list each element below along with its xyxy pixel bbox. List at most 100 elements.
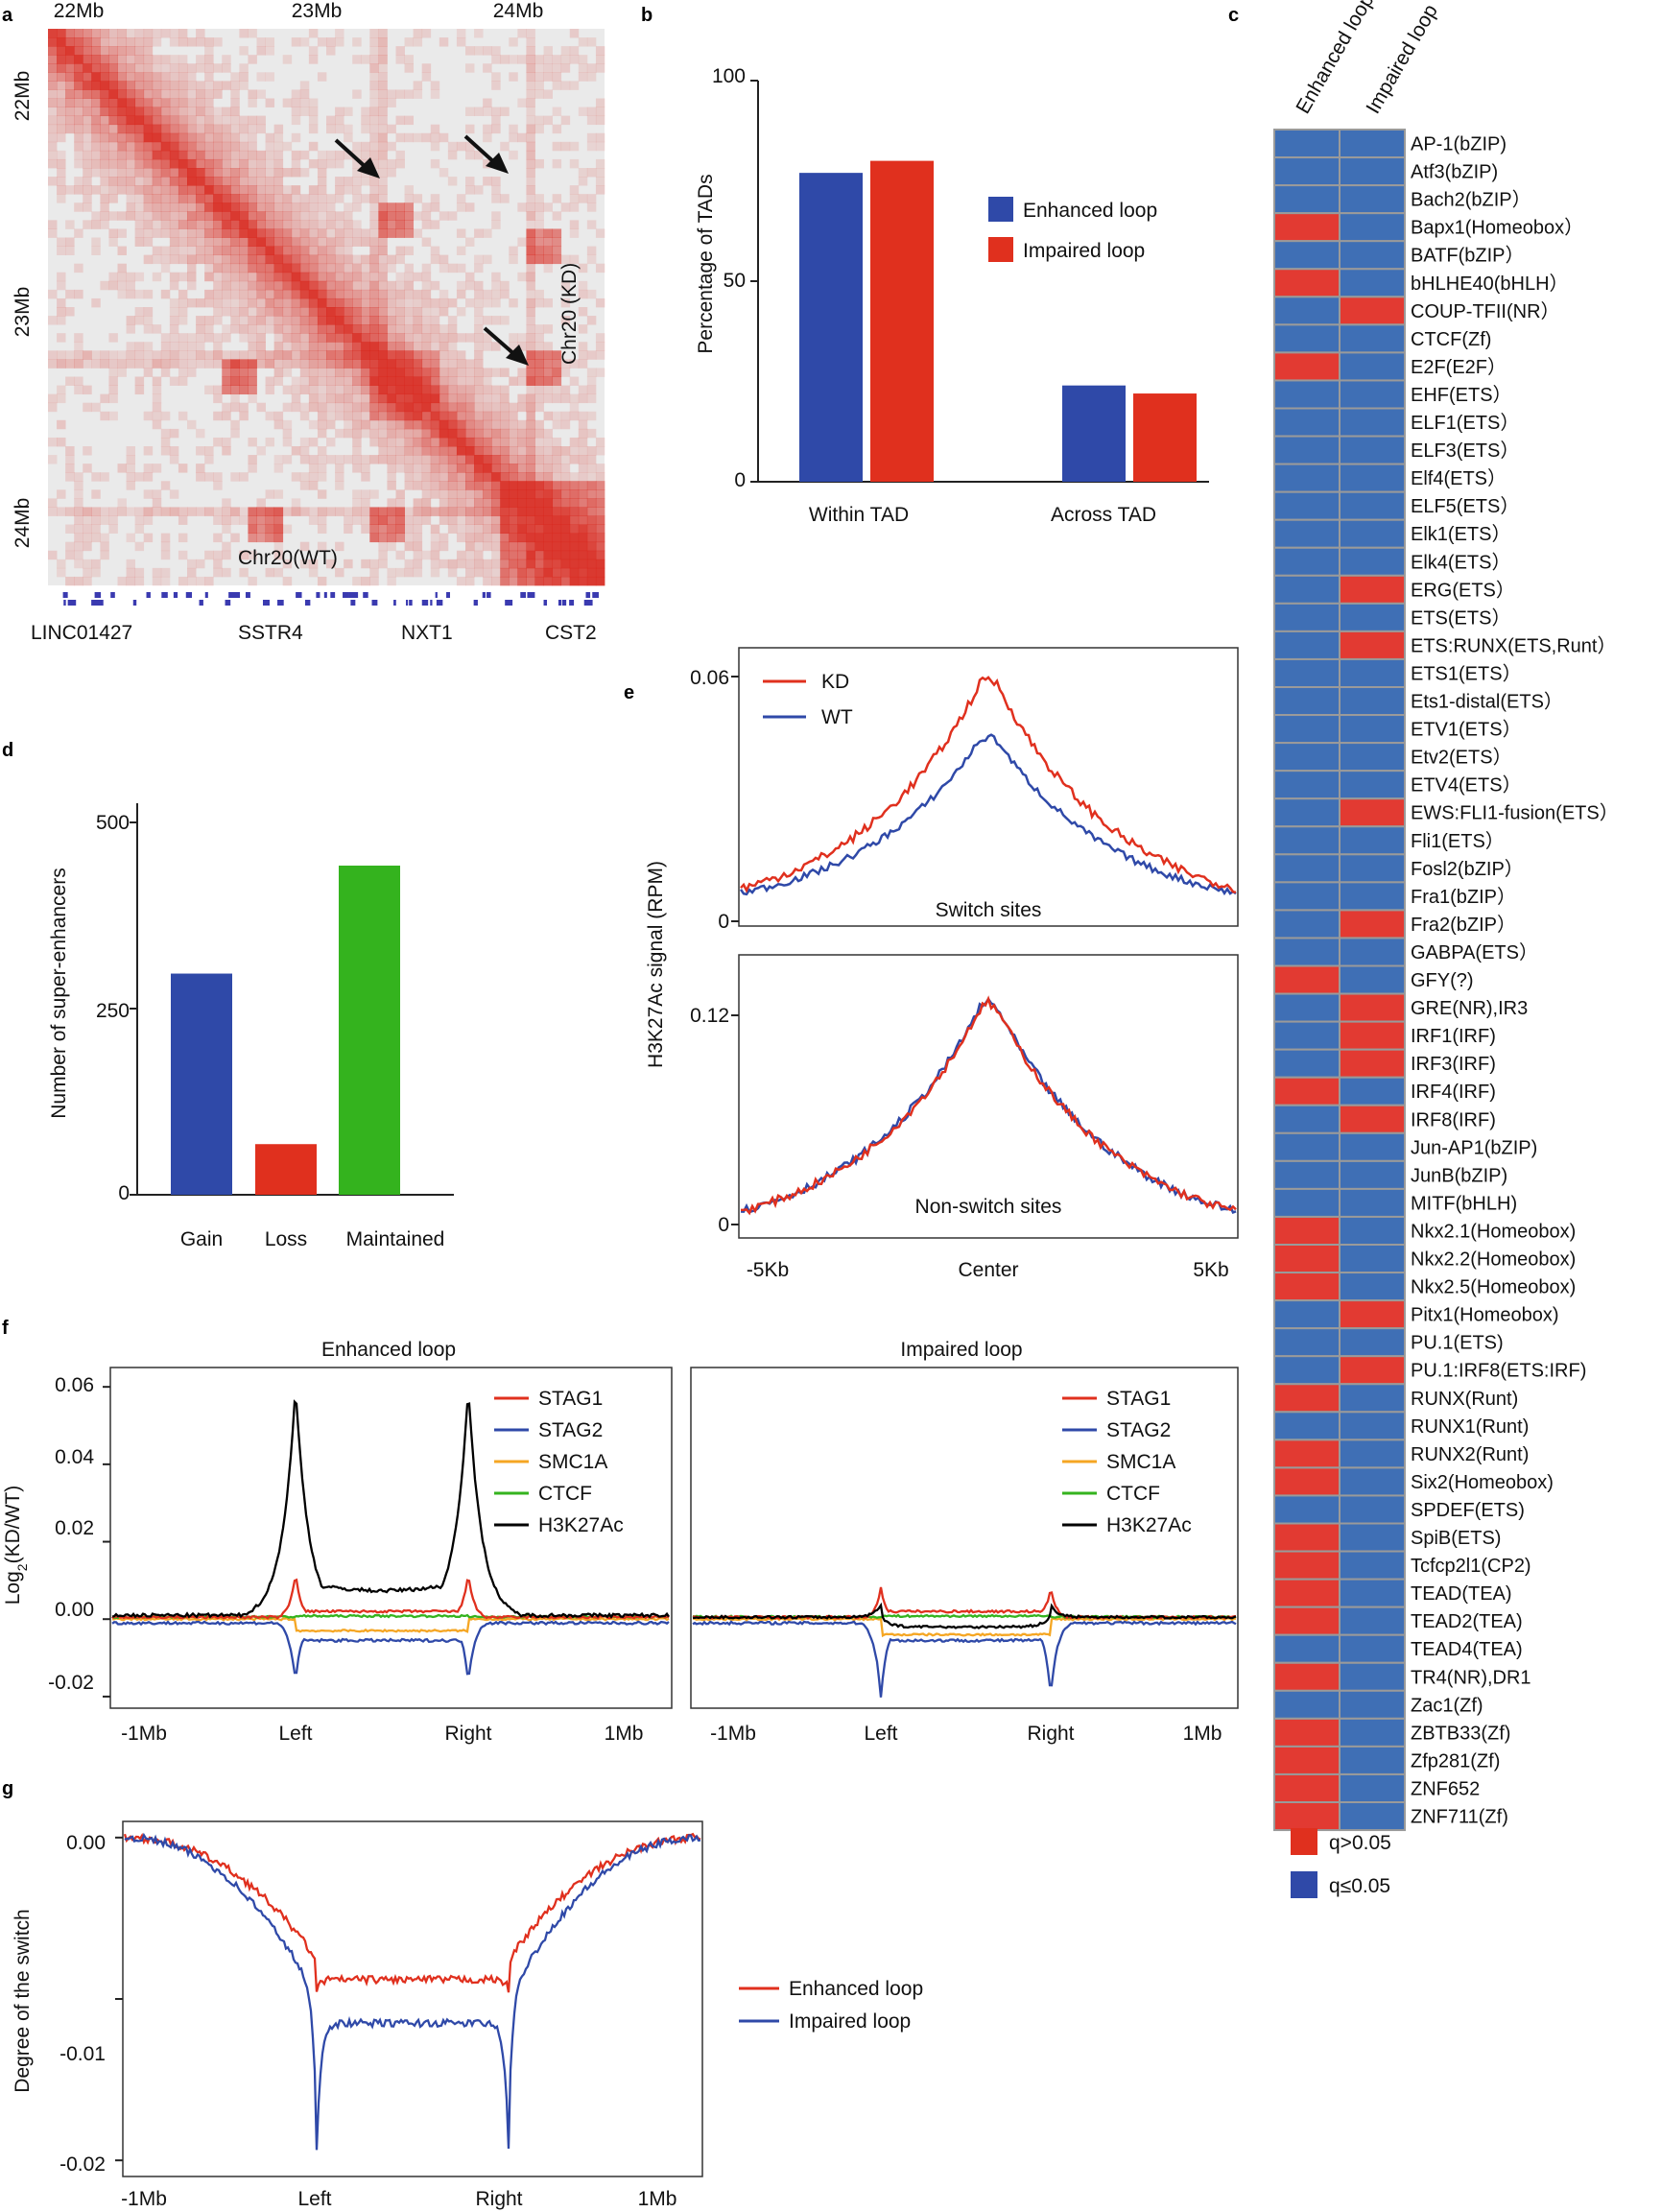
hic-cell [509, 464, 518, 473]
hic-cell [569, 567, 580, 578]
gene-mark [69, 600, 77, 606]
motif-cell-enhanced [1273, 1104, 1341, 1134]
hic-cell [578, 411, 588, 421]
hic-cell [447, 350, 458, 360]
hic-cell [178, 333, 188, 343]
hic-cell [160, 29, 171, 38]
hic-cell [474, 393, 484, 404]
panel-letter-c: c [1228, 5, 1239, 26]
hic-cell [57, 237, 66, 247]
motif-cell-impaired [1339, 853, 1406, 884]
hic-cell [483, 158, 492, 169]
hic-cell [439, 333, 449, 343]
hic-cell [134, 576, 145, 586]
hic-cell [273, 168, 284, 178]
hic-cell [404, 533, 415, 543]
hic-cell [282, 185, 293, 195]
hic-lower-label: Chr20(WT) [238, 547, 338, 569]
hic-cell [500, 541, 510, 552]
hic-cell [483, 98, 492, 107]
hic-cell [100, 507, 109, 516]
gene-label-linc01427: LINC01427 [31, 622, 132, 644]
gene-mark [234, 592, 241, 598]
hic-cell [526, 237, 535, 247]
hic-cell [187, 419, 197, 430]
hic-cell [196, 29, 205, 38]
hic-cell [248, 132, 257, 143]
hic-cell [187, 168, 197, 178]
hic-cell [543, 576, 554, 586]
hic-cell [91, 124, 101, 134]
hic-cell [421, 481, 432, 490]
hic-cell [534, 464, 544, 473]
hic-cell [57, 272, 66, 282]
hic-cell [552, 124, 562, 134]
hic-cell [465, 150, 475, 160]
motif-cell-impaired [1339, 1772, 1406, 1803]
hic-cell [456, 472, 466, 482]
hic-cell [74, 81, 83, 90]
hic-cell [169, 177, 179, 186]
hic-cell [361, 194, 370, 203]
hic-cell [57, 393, 66, 404]
hic-cell [430, 141, 440, 152]
hic-cell [335, 263, 344, 274]
hic-cell [344, 515, 353, 525]
hic-cell [91, 489, 101, 499]
hic-cell [326, 263, 336, 274]
motif-label: Nkx2.1(Homeobox) [1411, 1221, 1576, 1242]
hic-cell [361, 472, 370, 482]
hic-cell [239, 72, 249, 82]
hic-cell [282, 211, 293, 221]
hic-cell [160, 98, 171, 107]
hic-cell [143, 55, 154, 64]
hic-cell [83, 158, 92, 169]
hic-cell [213, 177, 223, 186]
hic-cell [308, 393, 319, 404]
hic-cell [91, 168, 101, 178]
hic-cell [404, 63, 415, 73]
hic-cell [526, 567, 535, 578]
legend-label-smc1a: SMC1A [1106, 1451, 1175, 1473]
hic-cell [256, 211, 266, 221]
motif-cell-enhanced [1273, 407, 1341, 438]
hic-cell [152, 211, 162, 221]
hic-cell [230, 385, 240, 395]
gene-track [62, 592, 599, 606]
hic-cell [395, 316, 405, 325]
hic-cell [239, 177, 249, 186]
hic-cell [526, 168, 535, 178]
hic-cell [552, 567, 562, 578]
motif-cell-enhanced [1273, 490, 1341, 521]
hic-cell [143, 89, 154, 99]
hic-cell [430, 81, 440, 90]
motif-label: ZNF652 [1411, 1778, 1480, 1799]
hic-cell [534, 524, 544, 535]
motif-label: Zfp281(Zf) [1411, 1750, 1500, 1772]
hic-cell [317, 254, 327, 265]
hic-cell [439, 481, 449, 490]
motif-cell-enhanced [1273, 518, 1341, 549]
gene-mark [199, 600, 203, 606]
hic-cell [465, 46, 475, 56]
hic-cell [143, 98, 154, 107]
hic-cell [413, 411, 423, 421]
hic-cell [578, 107, 588, 117]
hic-cell [91, 185, 101, 195]
hic-cell [344, 419, 353, 430]
hic-cell [299, 324, 310, 334]
hic-cell [369, 559, 379, 569]
hic-cell [65, 98, 75, 107]
hic-cell [317, 359, 327, 369]
hic-cell [308, 437, 319, 447]
hic-cell [430, 158, 440, 169]
hic-cell [213, 507, 223, 516]
f-ytick-002: 0.02 [55, 1517, 94, 1539]
motif-label: Tcfcp2l1(CP2) [1411, 1556, 1531, 1577]
hic-cell [117, 168, 127, 178]
hic-cell [517, 481, 527, 490]
hic-cell [534, 254, 544, 265]
hic-cell [143, 46, 154, 56]
hic-cell [413, 132, 423, 143]
hic-cell [152, 324, 162, 334]
